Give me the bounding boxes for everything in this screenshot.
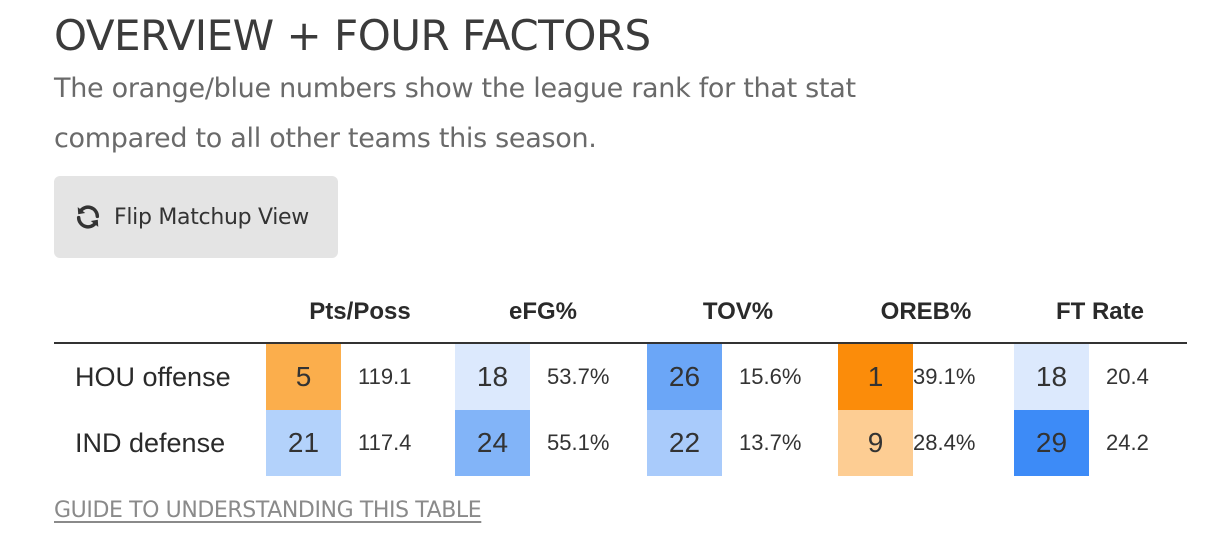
value-cell: 55.1% <box>547 430 610 455</box>
value-cell: 53.7% <box>547 364 610 389</box>
rank-cell: 24 <box>455 410 530 476</box>
table-header-row: Pts/Poss eFG% TOV% OREB% FT Rate <box>0 288 1210 336</box>
column-header-efg: eFG% <box>508 298 577 325</box>
rank-cell: 18 <box>455 344 530 410</box>
guide-link[interactable]: GUIDE TO UNDERSTANDING THIS TABLE <box>54 498 482 523</box>
value-cell: 39.1% <box>913 364 976 389</box>
row-label: HOU offense <box>75 362 231 392</box>
rank-cell: 21 <box>266 410 341 476</box>
rank-cell: 9 <box>838 410 913 476</box>
rank-cell: 29 <box>1014 410 1089 476</box>
column-header-ft-rate: FT Rate <box>1055 298 1144 325</box>
value-cell: 13.7% <box>739 430 802 455</box>
table-header-divider <box>54 342 1187 344</box>
value-cell: 24.2 <box>1106 430 1149 455</box>
rank-cell: 5 <box>266 344 341 410</box>
page-title: OVERVIEW + FOUR FACTORS <box>54 11 651 60</box>
rank-cell: 22 <box>647 410 722 476</box>
value-cell: 117.4 <box>358 430 412 455</box>
rank-cell: 1 <box>838 344 913 410</box>
row-label: IND defense <box>75 428 226 458</box>
column-header-pts-poss: Pts/Poss <box>309 298 411 325</box>
flip-matchup-label: Flip Matchup View <box>114 204 309 230</box>
value-cell: 20.4 <box>1106 364 1149 389</box>
flip-matchup-button[interactable]: Flip Matchup View <box>54 176 338 258</box>
refresh-icon <box>76 205 100 229</box>
column-header-oreb: OREB% <box>880 298 972 325</box>
page-subtitle: The orange/blue numbers show the league … <box>54 73 856 154</box>
table-row-ind-defense: IND defense 21 117.4 24 55.1% 22 13.7% 9… <box>0 410 1210 476</box>
value-cell: 15.6% <box>739 364 802 389</box>
rank-cell: 18 <box>1014 344 1089 410</box>
table-row-hou-offense: HOU offense 5 119.1 18 53.7% 26 15.6% 1 … <box>0 344 1210 410</box>
value-cell: 28.4% <box>913 430 976 455</box>
value-cell: 119.1 <box>358 364 412 389</box>
column-header-tov: TOV% <box>702 298 774 325</box>
rank-cell: 26 <box>647 344 722 410</box>
